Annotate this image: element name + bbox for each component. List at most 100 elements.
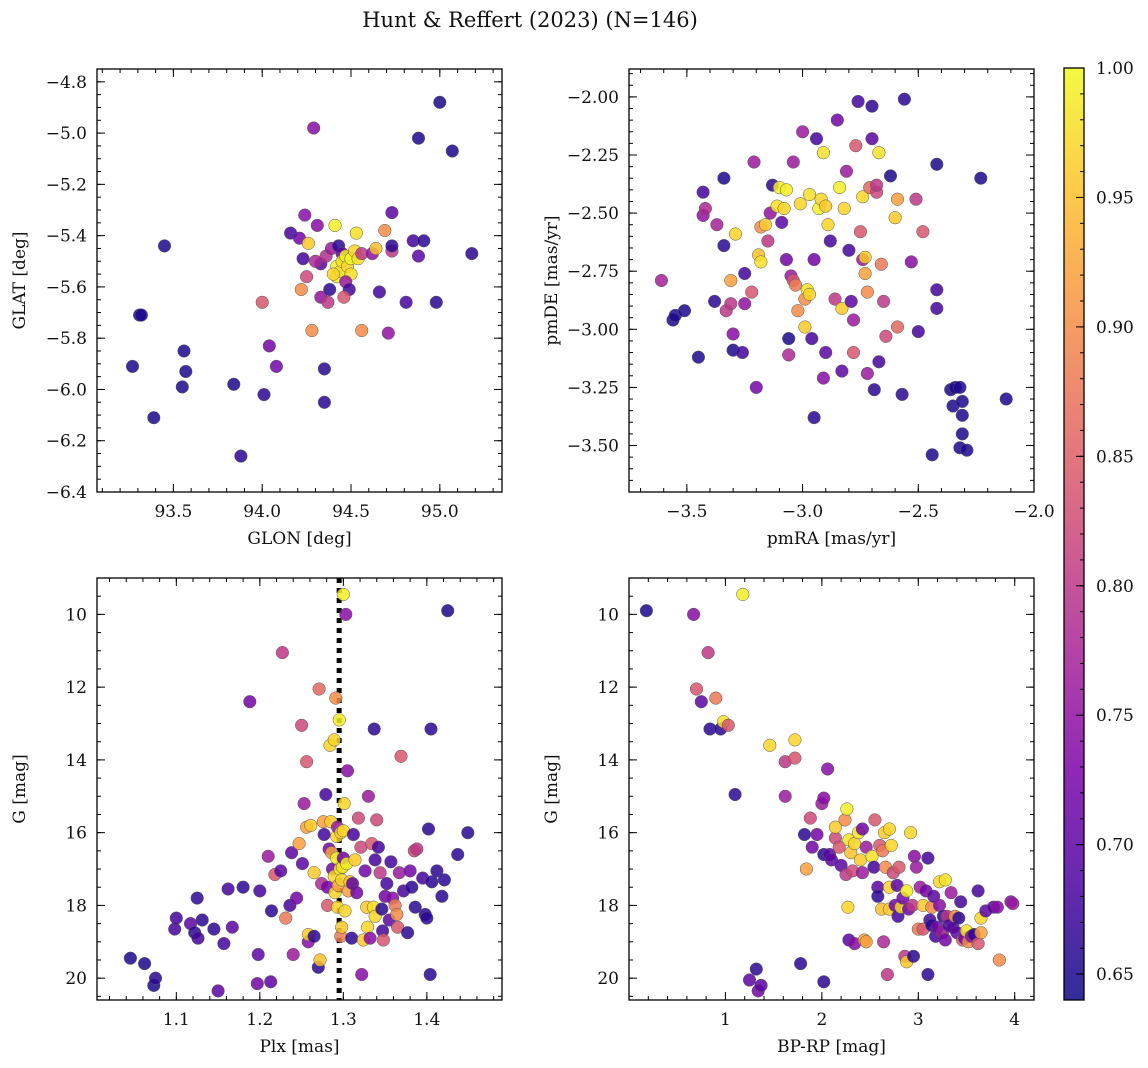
data-point <box>179 364 193 379</box>
data-point <box>275 646 289 660</box>
data-point <box>728 787 742 802</box>
figure-title: Hunt & Reffert (2023) (N=146) <box>362 8 698 32</box>
data-point <box>691 350 705 364</box>
x-tick-label: 1.3 <box>330 1010 357 1030</box>
data-point <box>371 840 385 854</box>
data-point <box>190 891 204 905</box>
data-point <box>721 718 735 732</box>
x-tick-label: 94.5 <box>332 502 370 522</box>
data-point <box>819 199 833 213</box>
data-point <box>376 933 390 947</box>
data-point <box>336 587 350 601</box>
y-tick-label: −2.75 <box>567 262 619 282</box>
y-tick-label: −5.0 <box>46 124 87 144</box>
data-point <box>724 273 738 288</box>
data-point <box>257 388 271 402</box>
data-point <box>890 192 905 206</box>
data-point <box>286 947 300 962</box>
data-point <box>417 234 431 248</box>
data-point <box>358 864 372 878</box>
data-point <box>802 287 817 301</box>
data-point <box>708 294 722 308</box>
y-tick-label: 12 <box>65 678 87 698</box>
data-point <box>261 849 275 863</box>
data-point <box>305 323 319 338</box>
data-point <box>788 733 802 747</box>
data-point <box>890 320 905 334</box>
x-tick-label: 94.0 <box>243 502 281 522</box>
data-point <box>906 949 921 963</box>
x-tick-label: 1.1 <box>163 1010 190 1030</box>
y-tick-label: −2.00 <box>567 88 619 108</box>
data-point <box>405 880 419 894</box>
data-point <box>147 411 161 425</box>
x-tick-label: −3.0 <box>782 502 823 522</box>
y-tick-label: −6.4 <box>46 483 87 503</box>
data-point <box>709 691 723 705</box>
data-point <box>754 978 768 992</box>
x-tick-label: 3 <box>913 1010 924 1030</box>
y-tick-label: −4.8 <box>46 73 87 93</box>
data-point <box>429 295 443 309</box>
data-point <box>689 682 704 696</box>
y-tick-label: 20 <box>65 969 87 989</box>
data-point <box>833 180 847 195</box>
data-point <box>350 886 364 900</box>
data-point <box>351 811 365 825</box>
data-point <box>269 359 283 373</box>
data-point <box>433 95 447 109</box>
data-point <box>953 380 967 394</box>
data-point <box>1006 897 1020 911</box>
data-point <box>736 587 750 601</box>
data-point <box>168 922 182 936</box>
data-point <box>698 201 712 216</box>
data-point <box>856 190 870 204</box>
data-point <box>300 270 314 284</box>
data-point <box>264 975 278 989</box>
data-point <box>296 252 310 266</box>
data-point <box>307 929 321 943</box>
panel-glon-glat: 93.5 94.0 94.5 95.0 −6.4 −6.2 −6.0 −5.8 −5.6 −5.4… <box>10 68 503 549</box>
data-point <box>844 294 858 308</box>
data-point <box>735 345 749 360</box>
axes-frame <box>96 68 503 493</box>
data-point <box>304 818 318 832</box>
colorbar-tick-label: 0.90 <box>1096 318 1134 338</box>
data-point <box>317 362 331 376</box>
data-point <box>255 295 269 309</box>
data-point <box>921 967 935 982</box>
y-tick-label: −5.2 <box>46 175 87 195</box>
y-tick-label: 16 <box>597 824 619 844</box>
data-point <box>841 900 855 914</box>
data-point <box>285 846 299 860</box>
data-point <box>828 820 842 834</box>
data-point <box>253 884 267 898</box>
y-tick-label: −3.25 <box>567 378 619 398</box>
data-point <box>835 364 849 378</box>
data-point <box>738 266 752 281</box>
data-point <box>867 860 881 874</box>
data-point <box>916 225 930 239</box>
y-tick-label: −6.0 <box>46 380 87 400</box>
data-point <box>367 722 381 736</box>
data-point <box>381 326 395 340</box>
data-point <box>295 857 309 871</box>
data-point <box>717 171 731 185</box>
data-point <box>838 813 852 827</box>
data-point <box>880 967 894 982</box>
data-point <box>821 762 835 776</box>
data-point <box>846 313 861 327</box>
data-point <box>952 911 966 925</box>
data-point <box>221 882 235 896</box>
data-point <box>134 308 148 322</box>
y-tick-label: 10 <box>597 605 619 625</box>
data-point <box>195 913 209 927</box>
data-point <box>855 822 869 836</box>
data-point <box>340 764 355 778</box>
data-point <box>828 292 842 306</box>
data-point <box>728 227 743 241</box>
data-point <box>451 847 465 862</box>
data-point <box>411 131 426 145</box>
data-point <box>817 975 831 989</box>
data-point <box>250 977 264 991</box>
